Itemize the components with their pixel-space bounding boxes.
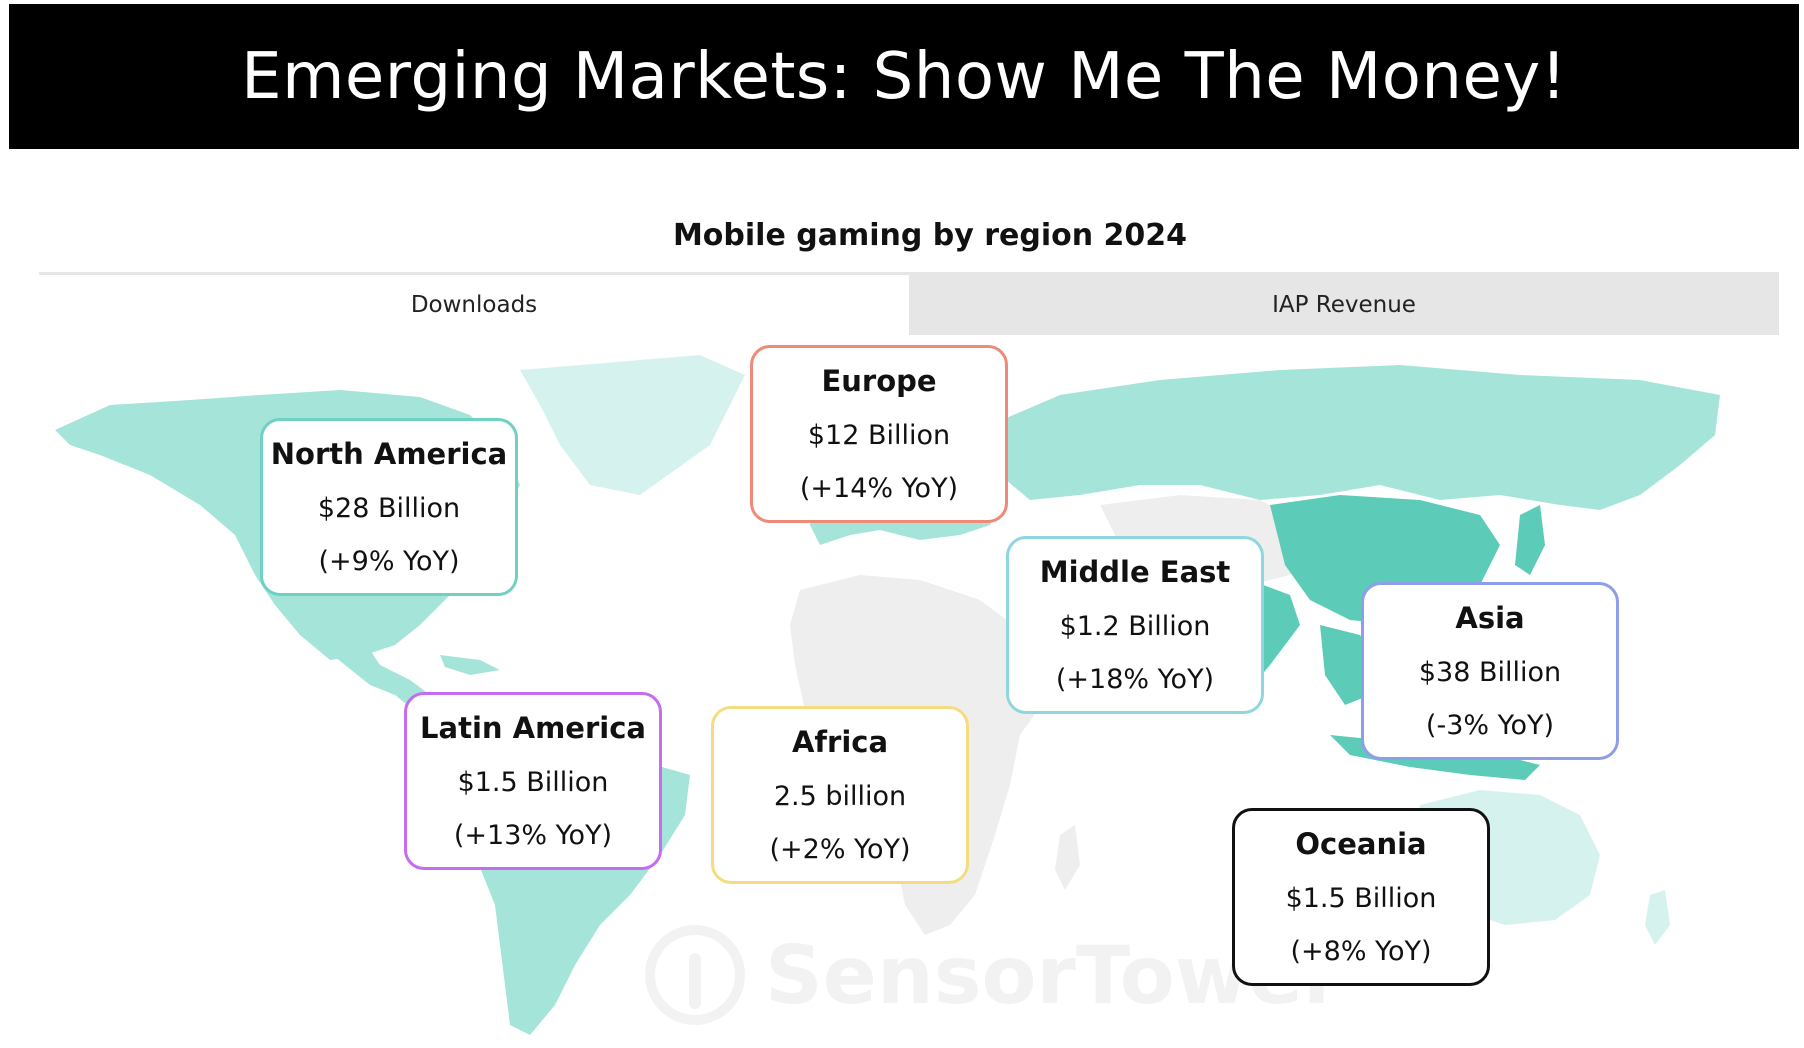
tab-iap-revenue[interactable]: IAP Revenue [909,275,1779,335]
region-card-africa[interactable]: Africa 2.5 billion (+2% YoY) [711,706,969,884]
region-card-europe[interactable]: Europe $12 Billion (+14% YoY) [750,345,1008,523]
region-value: 2.5 billion [773,781,907,812]
region-card-north-america[interactable]: North America $28 Billion (+9% YoY) [260,418,518,596]
region-growth: (+13% YoY) [453,820,613,851]
region-name: Africa [791,725,889,759]
chart-subtitle: Mobile gaming by region 2024 [672,218,1188,253]
tab-bar: Downloads IAP Revenue [39,272,1779,335]
region-value: $38 Billion [1418,657,1562,688]
region-value: $28 Billion [317,493,461,524]
region-card-latin-america[interactable]: Latin America $1.5 Billion (+13% YoY) [404,692,662,870]
region-name: Latin America [420,711,646,745]
region-value: $1.5 Billion [1285,883,1437,914]
map-russia [990,365,1720,510]
region-name: Europe [821,364,937,398]
map-japan [1515,505,1545,575]
map-madagascar [1055,825,1080,890]
title-banner: Emerging Markets: Show Me The Money! [9,4,1799,149]
banner-title: Emerging Markets: Show Me The Money! [241,39,1567,114]
region-growth: (+14% YoY) [799,473,959,504]
region-value: $1.5 Billion [457,767,609,798]
region-name: Asia [1455,601,1525,635]
region-name: North America [270,437,508,471]
region-card-asia[interactable]: Asia $38 Billion (-3% YoY) [1361,582,1619,760]
map-new-zealand [1645,890,1670,945]
region-growth: (+2% YoY) [769,834,911,865]
region-card-oceania[interactable]: Oceania $1.5 Billion (+8% YoY) [1232,808,1490,986]
tab-downloads[interactable]: Downloads [39,275,909,335]
region-growth: (+9% YoY) [318,546,460,577]
region-name: Oceania [1295,827,1427,861]
map-central-america [290,605,440,715]
region-growth: (-3% YoY) [1425,710,1555,741]
region-growth: (+8% YoY) [1290,936,1432,967]
region-value: $12 Billion [807,420,951,451]
region-growth: (+18% YoY) [1055,664,1215,695]
region-card-middle-east[interactable]: Middle East $1.2 Billion (+18% YoY) [1006,536,1264,714]
sensor-tower-logo-icon [645,925,745,1025]
region-name: Middle East [1039,555,1231,589]
map-caribbean [440,655,500,675]
map-greenland [520,355,745,495]
region-value: $1.2 Billion [1059,611,1211,642]
